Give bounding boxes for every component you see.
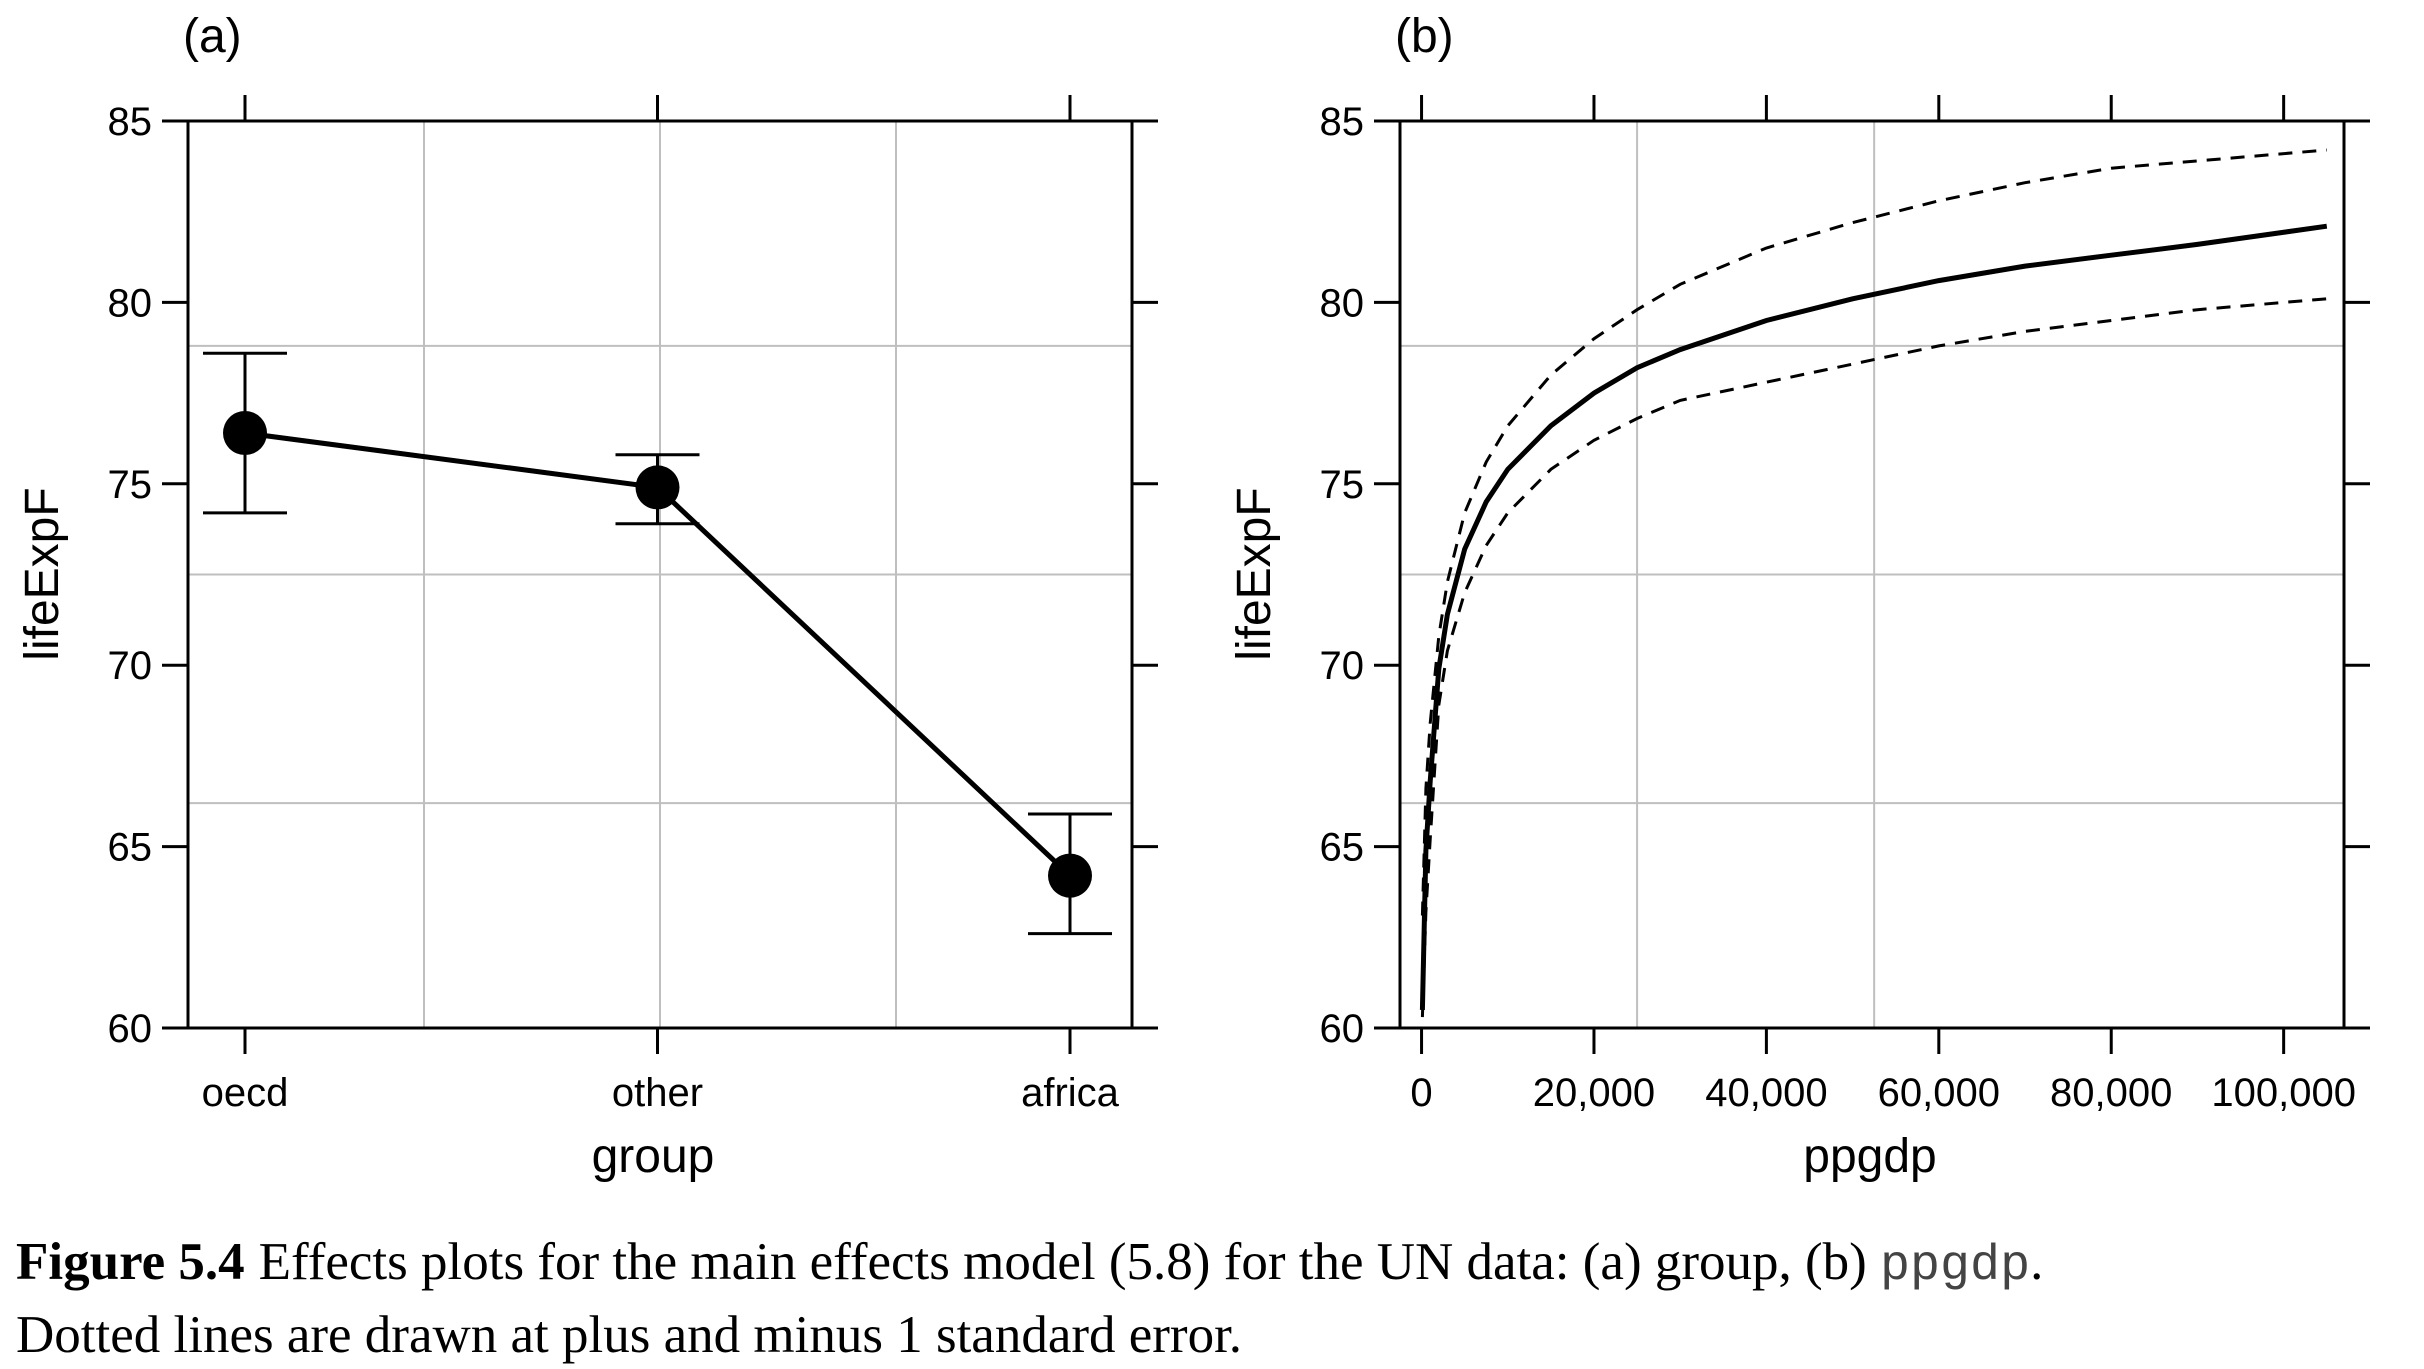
caption-figure-number: Figure 5.4 [16, 1233, 245, 1291]
caption-code-ppgdp: ppgdp [1880, 1238, 2031, 1295]
upper-se-curve [1420, 148, 2327, 916]
panel-b-grid [1400, 121, 2344, 1028]
caption-text: Effects plots for the main effects model… [258, 1233, 1881, 1291]
data-point [635, 465, 680, 510]
effect-curve [1419, 223, 2328, 1010]
y-tick-label: 75 [1320, 463, 1365, 507]
x-tick-label: 80,000 [2050, 1071, 2172, 1115]
panel-b-y-axis-title: lifeExpF [1228, 487, 1281, 660]
panel-a-group-effect: (a) 60 65 70 75 80 85 oecd other africa group li… [16, 10, 1158, 1183]
figure: (a) 60 65 70 75 80 85 oecd other africa group li… [16, 10, 2370, 1183]
x-tick-label: africa [1021, 1071, 1120, 1115]
x-tick-label: oecd [202, 1071, 289, 1115]
panel-b-x-axis-title: ppgdp [1803, 1130, 1936, 1183]
x-tick-label: 20,000 [1533, 1071, 1655, 1115]
y-tick-label: 65 [1320, 826, 1365, 870]
panel-a-frame [186, 119, 1134, 1030]
data-point [1048, 853, 1092, 898]
x-tick-label: 100,000 [2211, 1071, 2356, 1115]
data-point [223, 411, 267, 456]
lower-se-curve [1420, 297, 2327, 1018]
y-tick-label: 70 [1320, 644, 1365, 688]
panel-b-data [1419, 148, 2328, 1018]
y-tick-label: 65 [108, 826, 153, 870]
caption-line-2: Dotted lines are drawn at plus and minus… [16, 1306, 1243, 1364]
panel-a-grid [188, 121, 1132, 1028]
y-tick-label: 60 [1320, 1007, 1365, 1051]
y-tick-label: 85 [1320, 100, 1365, 144]
panel-b-label: (b) [1395, 10, 1454, 63]
y-tick-label: 80 [1320, 281, 1365, 325]
y-tick-label: 85 [108, 100, 153, 144]
y-tick-label: 70 [108, 644, 153, 688]
y-tick-label: 80 [108, 281, 153, 325]
x-tick-label: 40,000 [1705, 1071, 1827, 1115]
panel-b-frame [1398, 119, 2346, 1030]
y-tick-label: 60 [108, 1007, 153, 1051]
panel-a-label: (a) [183, 10, 242, 63]
panel-a-x-axis-title: group [592, 1130, 715, 1183]
panel-a-y-axis-title: lifeExpF [16, 487, 69, 660]
caption-text-end: . [2030, 1233, 2044, 1291]
panel-a-ticks: 60 65 70 75 80 85 oecd other africa [108, 95, 1158, 1115]
panel-a-data [203, 351, 1112, 936]
panel-b-ticks: 60 65 70 75 80 85 0 20,000 40,000 60,000 80,000 100… [1320, 95, 2370, 1115]
panel-b-ppgdp-effect: (b) 60 65 70 75 80 85 0 20,000 40,000 60,000 80,00… [1228, 10, 2370, 1183]
figure-caption: Figure 5.4 Effects plots for the main eff… [16, 1228, 2416, 1369]
y-tick-label: 75 [108, 463, 153, 507]
x-tick-label: 0 [1410, 1071, 1432, 1115]
x-tick-label: other [612, 1071, 703, 1115]
x-tick-label: 60,000 [1878, 1071, 2000, 1115]
